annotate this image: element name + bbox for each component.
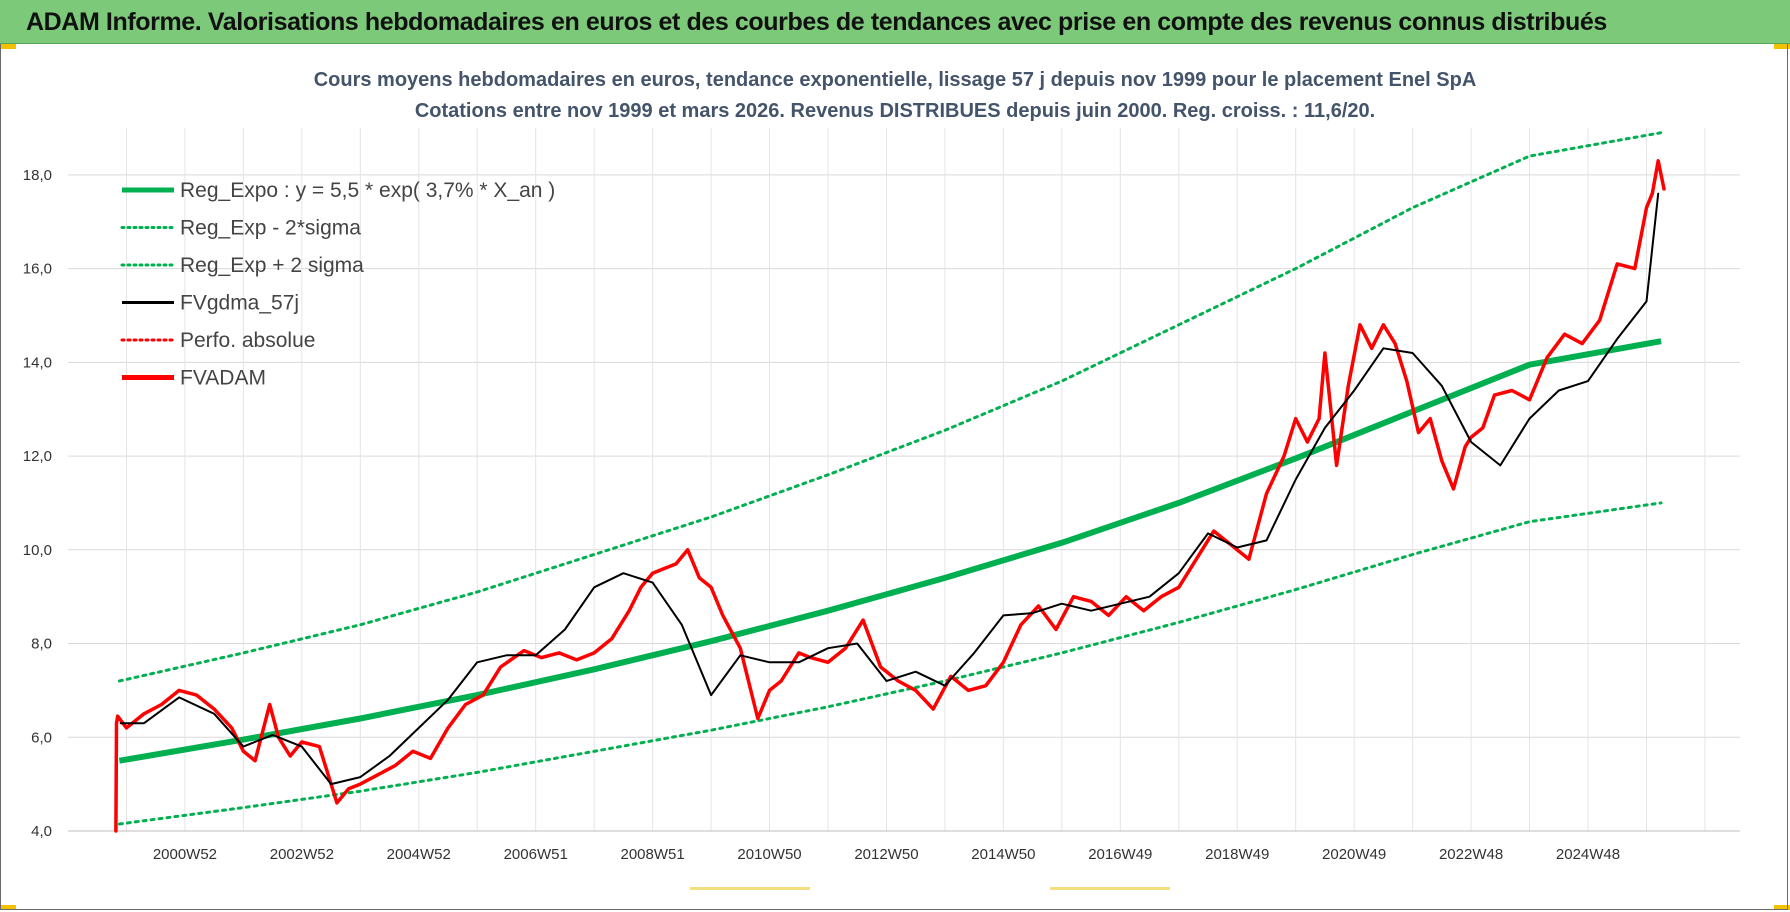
x-tick-label: 2016W49 [1088,846,1152,863]
x-tick-label: 2012W50 [854,846,918,863]
x-tick-label: 2006W51 [504,846,568,863]
legend-label: Perfo. absolue [180,329,315,352]
y-tick-label: 16,0 [23,261,52,278]
corner-marker-top-left [0,44,16,49]
y-tick-label: 18,0 [23,167,52,184]
y-tick-label: 10,0 [23,542,52,559]
chart-title-line1: Cours moyens hebdomadaires en euros, ten… [314,69,1477,91]
grid [68,128,1740,832]
report-header: ADAM Informe. Valorisations hebdomadaire… [0,0,1790,44]
chart-frame [0,44,1788,910]
legend-label: Reg_Exp + 2 sigma [180,254,364,277]
x-tick-label: 2020W49 [1322,846,1386,863]
x-tick-label: 2018W49 [1205,846,1269,863]
x-tick-label: 2010W50 [737,846,801,863]
legend-label: FVADAM [180,367,266,390]
x-tick-label: 2014W50 [971,846,1035,863]
y-tick-label: 14,0 [23,354,52,371]
series-reg-exp-minus-2sigma [117,501,1663,826]
series-fvadam [114,159,1666,833]
chart-title-line2: Cotations entre nov 1999 et mars 2026. R… [415,100,1375,122]
series-group [114,131,1666,833]
x-tick-label: 2004W52 [387,846,451,863]
y-tick-label: 6,0 [31,729,52,746]
series-reg-exp-plus-2sigma [117,131,1663,683]
y-axis: 4,0 6,0 8,0 10,0 12,0 14,0 16,0 18,0 [23,167,52,840]
legend-label: Reg_Expo : y = 5,5 * exp( 3,7% * X_an ) [180,179,555,202]
y-tick-label: 12,0 [23,448,52,465]
series-reg-expo [118,338,1662,764]
x-axis: 2000W52 2002W52 2004W52 2006W51 2008W51 2010W… [153,846,1620,863]
x-tick-label: 2024W48 [1556,846,1620,863]
x-tick-label: 2002W52 [270,846,334,863]
report-title: ADAM Informe. Valorisations hebdomadaire… [26,8,1607,36]
corner-marker-top-right [1774,44,1790,49]
legend-label: Reg_Exp - 2*sigma [180,217,361,240]
x-tick-label: 2000W52 [153,846,217,863]
corner-marker-bottom-right [1774,905,1790,910]
legend-label: FVgdma_57j [180,292,299,315]
x-tick-label: 2022W48 [1439,846,1503,863]
bottom-marker [1050,887,1170,890]
y-tick-label: 4,0 [31,823,52,840]
legend: Reg_Expo : y = 5,5 * exp( 3,7% * X_an ) R… [120,179,555,390]
y-tick-label: 8,0 [31,636,52,653]
chart-area: Cours moyens hebdomadaires en euros, ten… [23,69,1740,863]
bottom-marker [690,887,810,890]
x-tick-label: 2008W51 [621,846,685,863]
corner-marker-bottom-left [0,905,16,910]
series-fvgdma-57j [119,192,1660,786]
